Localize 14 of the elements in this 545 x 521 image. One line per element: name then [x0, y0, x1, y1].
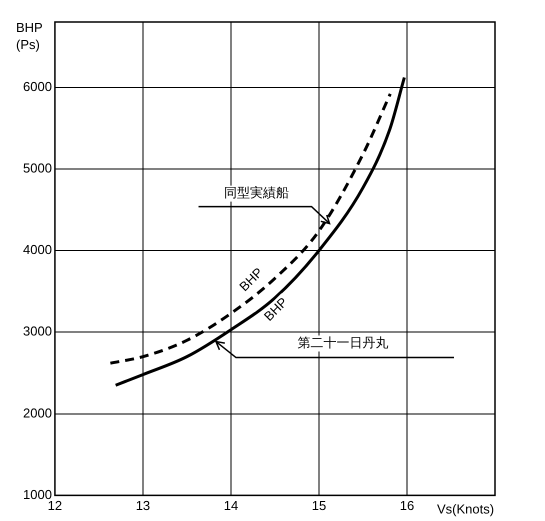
y-tick-label: 6000: [23, 78, 52, 94]
y-tick-label: 5000: [23, 160, 52, 176]
x-tick-label: 14: [224, 498, 238, 513]
x-tick-label: 15: [312, 498, 326, 513]
y-tick-label: 1000: [23, 486, 52, 502]
y-axis-title: BHP (Ps): [16, 20, 43, 52]
annotation: 同型実績船: [224, 185, 290, 200]
x-axis-title: Vs(Knots): [436, 501, 494, 516]
y-tick-label: 2000: [23, 405, 52, 420]
x-tick-label: 13: [136, 498, 150, 513]
y-tick-label: 3000: [23, 324, 52, 339]
annotation: 第二十一日丹丸: [297, 335, 388, 350]
x-tick-label: 16: [400, 498, 414, 513]
y-tick-label: 4000: [23, 242, 52, 258]
